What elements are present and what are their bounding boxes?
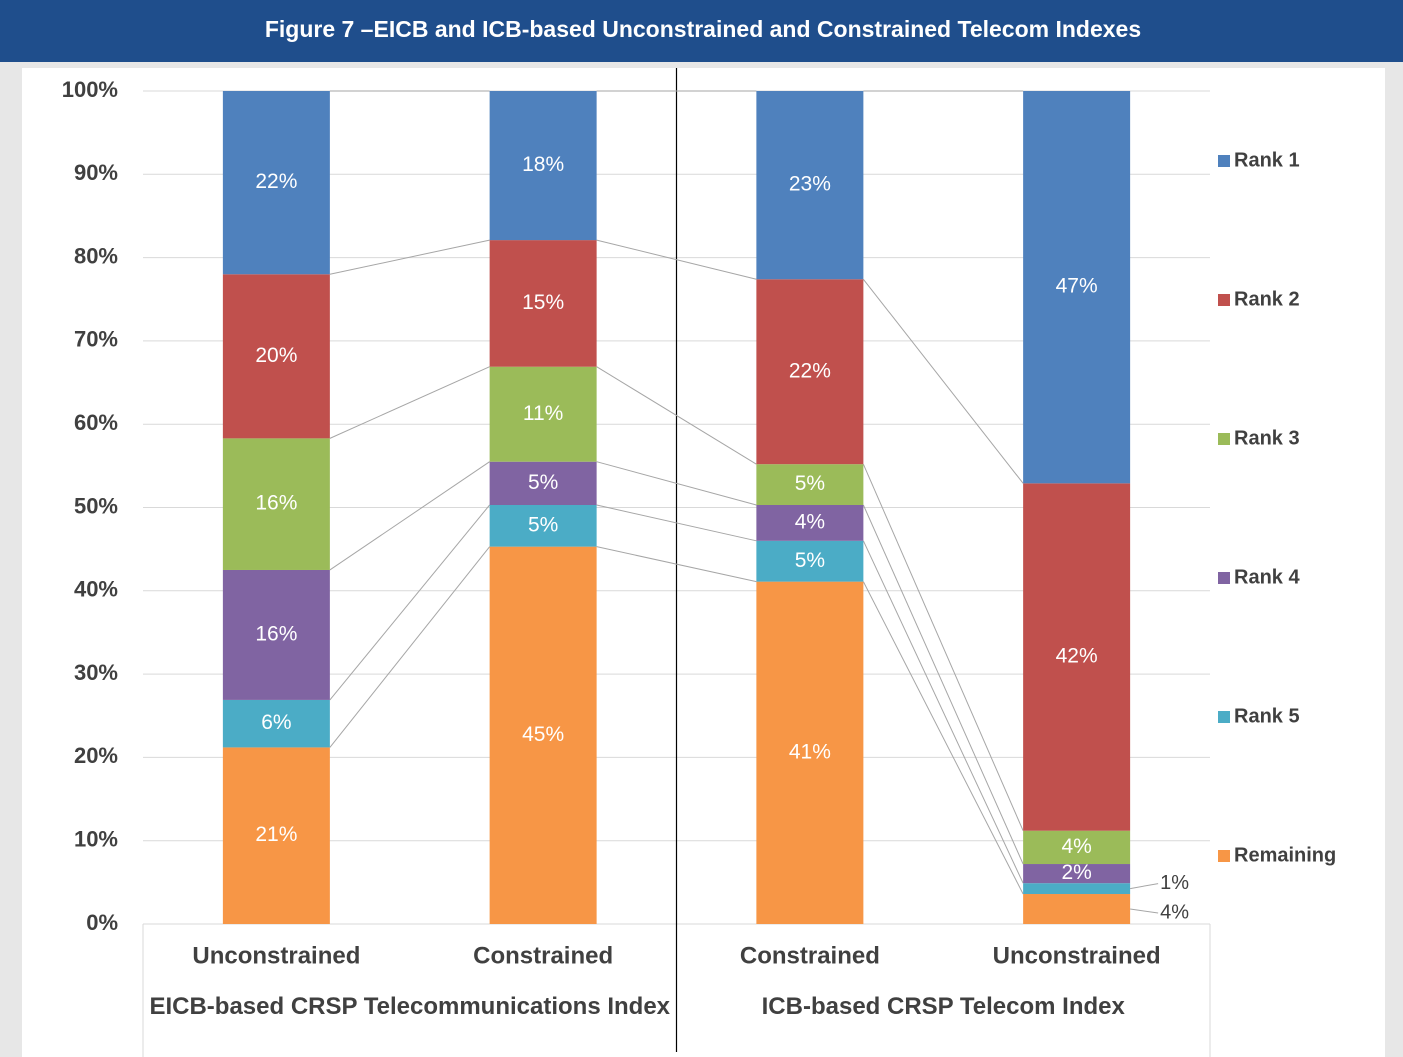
data-label: 47% (1056, 275, 1098, 298)
connector-line (329, 461, 490, 571)
connector-line (596, 546, 757, 583)
legend-label: Rank 5 (1234, 705, 1300, 727)
group-label: ICB-based CRSP Telecom Index (761, 993, 1125, 1020)
bar-segment (1023, 883, 1131, 895)
y-tick-label: 30% (74, 660, 118, 685)
connector-line (329, 546, 491, 748)
connector-line (862, 278, 1024, 484)
bar-segment (489, 91, 597, 241)
data-label: 16% (255, 622, 297, 645)
legend-swatch (1218, 572, 1230, 584)
data-label: 41% (789, 740, 831, 763)
legend-swatch (1218, 155, 1230, 167)
data-label: 4% (1061, 835, 1091, 858)
data-label: 22% (255, 170, 297, 193)
data-label: 11% (523, 402, 563, 425)
bar-segment (489, 461, 597, 506)
legend-swatch (1218, 850, 1230, 862)
label-leader (1130, 883, 1159, 890)
bar-segment (489, 546, 597, 924)
data-label: 23% (789, 173, 831, 196)
y-tick-label: 10% (74, 827, 118, 852)
x-tick-label: Constrained (740, 942, 880, 969)
connector-line (862, 581, 1024, 895)
legend-swatch (1218, 433, 1230, 445)
y-tick-label: 100% (62, 77, 118, 102)
data-label: 22% (789, 359, 831, 382)
data-label: 20% (255, 344, 297, 367)
bar-segment (1023, 894, 1131, 924)
y-tick-label: 50% (74, 493, 118, 518)
data-label: 5% (528, 471, 558, 494)
data-label: 45% (522, 723, 564, 746)
data-label: 6% (261, 711, 291, 734)
label-leader (1130, 908, 1159, 914)
legend-swatch (1218, 711, 1230, 723)
data-label: 2% (1061, 861, 1091, 884)
bar-segment (1023, 91, 1131, 484)
y-tick-label: 70% (74, 327, 118, 352)
connector-line (862, 504, 1024, 865)
y-tick-label: 20% (74, 743, 118, 768)
data-label: 16% (255, 492, 297, 515)
x-tick-label: Constrained (473, 942, 613, 969)
title-bar (0, 0, 1403, 62)
data-label: 18% (522, 153, 564, 176)
y-tick-label: 80% (74, 243, 118, 268)
connector-line (596, 461, 757, 506)
legend-label: Rank 2 (1234, 288, 1300, 310)
bar-segment (489, 505, 597, 547)
legend-swatch (1218, 294, 1230, 306)
connector-line (862, 463, 1024, 831)
data-label: 4% (1160, 901, 1189, 923)
bar-segment (222, 274, 330, 439)
bar-segment (756, 581, 864, 924)
legend-label: Remaining (1234, 844, 1336, 866)
bar-segment (756, 91, 864, 280)
connector-line (596, 504, 757, 542)
data-label: 4% (795, 510, 825, 533)
bar-segment (756, 505, 864, 541)
bar-segment (222, 91, 330, 275)
chart-title: Figure 7 –EICB and ICB-based Unconstrain… (265, 16, 1141, 42)
data-label: 5% (528, 513, 558, 536)
bar-segment (756, 540, 864, 582)
x-tick-label: Unconstrained (192, 942, 360, 969)
y-tick-label: 40% (74, 577, 118, 602)
bar-segment (756, 279, 864, 465)
y-tick-label: 90% (74, 160, 118, 185)
bar-segment (1023, 830, 1131, 865)
data-label: 15% (522, 291, 564, 314)
legend-label: Rank 3 (1234, 427, 1300, 449)
bar-segment (489, 240, 597, 367)
group-label: EICB-based CRSP Telecommunications Index (149, 993, 671, 1020)
x-tick-label: Unconstrained (993, 942, 1161, 969)
bar-segment (756, 464, 864, 506)
legend-label: Rank 4 (1234, 566, 1300, 588)
bar-segment (1023, 864, 1131, 884)
connector-line (596, 239, 757, 280)
data-label: 5% (795, 472, 825, 495)
connector-line (862, 540, 1024, 884)
data-label: 5% (795, 549, 825, 572)
y-tick-label: 60% (74, 410, 118, 435)
connector-line (329, 239, 490, 275)
bar-segment (222, 438, 330, 570)
connector-line (329, 366, 490, 439)
bar-segment (222, 699, 330, 748)
bar-segment (222, 747, 330, 924)
bar-segment (222, 569, 330, 700)
bar-segment (489, 366, 597, 462)
connector-line (596, 366, 757, 465)
bar-segment (1023, 483, 1131, 831)
connector-line (329, 504, 491, 701)
data-label: 42% (1056, 645, 1098, 668)
data-label: 1% (1160, 872, 1189, 894)
y-tick-label: 0% (86, 910, 118, 935)
legend-label: Rank 1 (1234, 149, 1300, 171)
data-label: 21% (255, 823, 297, 846)
